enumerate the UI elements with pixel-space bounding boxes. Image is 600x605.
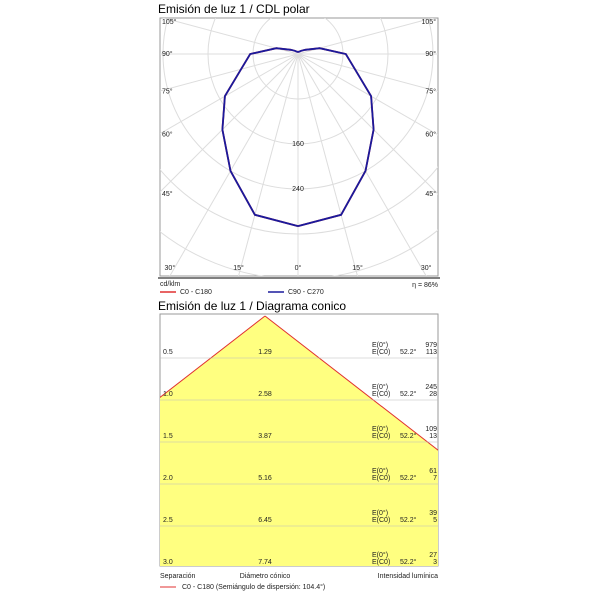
r-tick-label: 240: [292, 186, 304, 193]
angle-tick-label: 15°: [352, 264, 363, 272]
angle-tick-label: 90°: [162, 50, 173, 58]
e0-value: 109: [425, 426, 437, 433]
column-label: Diámetro cónico: [240, 573, 291, 580]
spoke: [297, 53, 438, 93]
separation-label: 2.5: [163, 517, 173, 524]
e0-value: 61: [429, 468, 437, 475]
angle-label: 52.2°: [400, 432, 417, 440]
ec0-label: E(C0): [372, 349, 390, 356]
spoke: [160, 53, 299, 193]
angle-tick-label: 60°: [162, 131, 173, 139]
spoke: [161, 18, 299, 55]
angle-tick-label: 60°: [425, 131, 436, 139]
spoke: [297, 53, 427, 276]
curve: [221, 47, 299, 227]
efficiency: η = 86%: [412, 282, 438, 289]
spoke: [160, 53, 299, 135]
angle-tick-label: 30°: [165, 264, 176, 272]
cone-title: Emisión de luz 1 / Diagrama conico: [158, 299, 346, 313]
legend-label: C90 - C270: [288, 289, 324, 296]
e0-value: 27: [429, 552, 437, 559]
spoke: [169, 53, 299, 276]
e0-label: E(0°): [372, 425, 388, 433]
e0-label: E(0°): [372, 383, 388, 391]
angle-label: 52.2°: [400, 390, 417, 398]
column-label: Separación: [160, 573, 196, 580]
spoke: [237, 53, 299, 276]
ec0-label: E(C0): [372, 433, 390, 440]
angle-label: 52.2°: [400, 474, 417, 482]
angle-tick-label: 0°: [295, 264, 302, 272]
ec0-label: E(C0): [372, 475, 390, 482]
r-tick-label: 160: [292, 141, 304, 148]
spoke: [160, 53, 299, 92]
diameter-label: 2.58: [258, 391, 272, 398]
separation-label: 3.0: [163, 559, 173, 566]
angle-tick-label: 105°: [422, 18, 437, 26]
ec0-value: 5: [433, 517, 437, 524]
angle-tick-label: 75°: [425, 87, 436, 95]
angle-label: 52.2°: [400, 348, 417, 356]
ec0-label: E(C0): [372, 559, 390, 566]
angle-tick-label: 75°: [162, 87, 173, 95]
e0-value: 979: [425, 342, 437, 349]
diameter-label: 1.29: [258, 349, 272, 356]
angle-label: 52.2°: [400, 516, 417, 524]
angle-tick-label: 105°: [162, 18, 177, 26]
e0-label: E(0°): [372, 341, 388, 349]
angle-tick-label: 90°: [425, 50, 436, 58]
ec0-value: 28: [429, 391, 437, 398]
diameter-label: 3.87: [258, 433, 272, 440]
curve: [297, 47, 375, 227]
angle-tick-label: 45°: [162, 190, 173, 198]
angle-tick-label: 15°: [233, 264, 244, 272]
spoke: [297, 53, 438, 195]
angle-label: 52.2°: [400, 558, 417, 566]
angle-tick-label: 30°: [421, 264, 432, 272]
column-label: Intensidad lumínica: [378, 573, 438, 580]
e0-value: 245: [425, 384, 437, 391]
ec0-label: E(C0): [372, 517, 390, 524]
spoke: [297, 53, 438, 136]
diameter-label: 5.16: [258, 475, 272, 482]
diameter-label: 7.74: [258, 559, 272, 566]
ec0-value: 113: [426, 349, 437, 356]
unit: cd/klm: [160, 281, 180, 288]
spoke: [297, 18, 435, 55]
angle-tick-label: 45°: [425, 190, 436, 198]
e0-value: 39: [429, 510, 437, 517]
ec0-value: 13: [429, 433, 437, 440]
curve: [221, 47, 299, 227]
separation-label: 1.0: [163, 391, 173, 398]
separation-label: 2.0: [163, 475, 173, 482]
polar-plot: [160, 18, 438, 276]
polar-title: Emisión de luz 1 / CDL polar: [158, 2, 310, 16]
spoke: [297, 53, 359, 276]
ec0-label: E(C0): [372, 391, 390, 398]
ec0-value: 3: [433, 559, 437, 566]
polar-frame: [159, 17, 439, 277]
separation-label: 0.5: [163, 349, 173, 356]
e0-label: E(0°): [372, 509, 388, 517]
separation-label: 1.5: [163, 433, 173, 440]
cone-area: [160, 316, 438, 566]
legend-label: C0 - C180 (Semiángulo de dispersión: 104…: [182, 583, 325, 591]
e0-label: E(0°): [372, 467, 388, 475]
e0-label: E(0°): [372, 551, 388, 559]
cone-plot: [160, 315, 438, 566]
diameter-label: 6.45: [258, 517, 272, 524]
curve: [297, 47, 375, 227]
legend-label: C0 - C180: [180, 289, 212, 296]
ec0-value: 7: [433, 475, 437, 482]
